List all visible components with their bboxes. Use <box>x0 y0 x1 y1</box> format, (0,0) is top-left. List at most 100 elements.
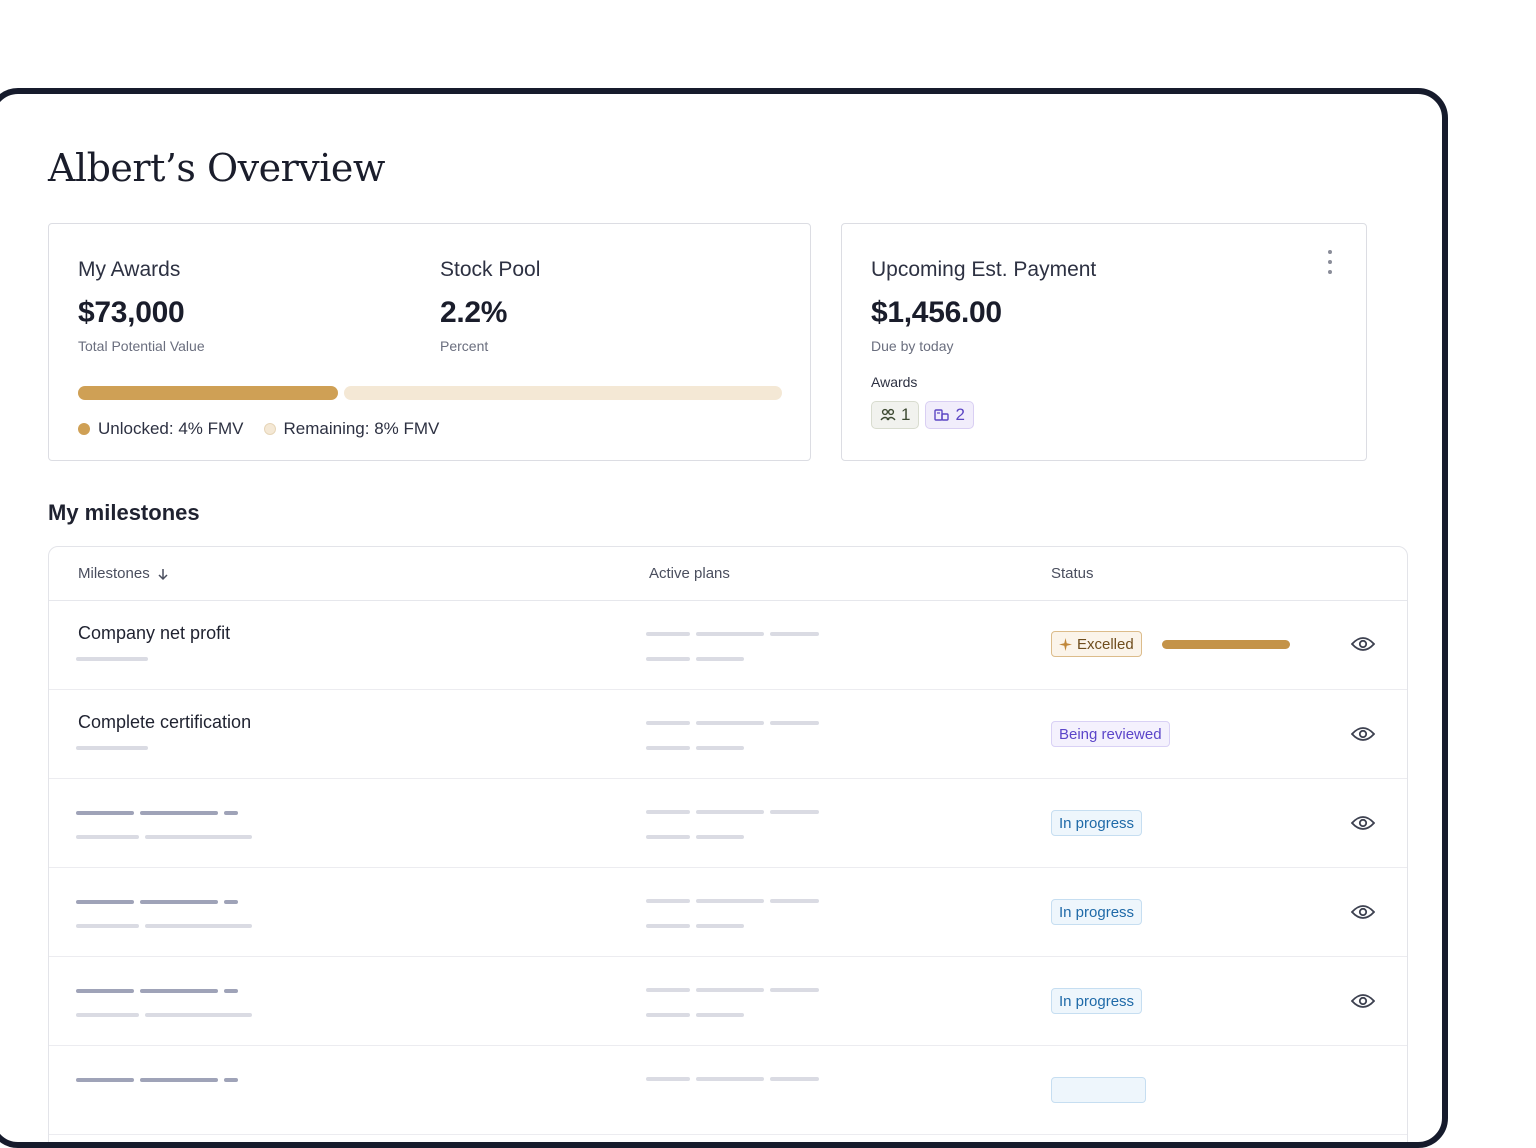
payment-awards-label: Awards <box>871 374 918 390</box>
awards-card: My Awards $73,000 Total Potential Value … <box>48 223 811 461</box>
stock-pool-sub: Percent <box>440 338 489 354</box>
sort-arrow-down-icon[interactable] <box>156 567 170 581</box>
placeholder-line <box>140 989 218 993</box>
milestone-title: Complete certification <box>78 712 252 732</box>
placeholder-line <box>224 989 238 993</box>
placeholder-line <box>76 989 134 993</box>
legend-unlocked-label: Unlocked: 4% FMV <box>98 419 244 438</box>
placeholder-line <box>145 1013 252 1017</box>
table-row[interactable]: In progress <box>49 867 1407 957</box>
award-chip-group[interactable]: 1 <box>871 401 920 429</box>
table-row[interactable]: In progress <box>49 778 1407 868</box>
placeholder-line <box>770 988 819 992</box>
placeholder-line <box>696 835 744 839</box>
payment-value: $1,456.00 <box>871 296 1002 329</box>
progress-unlocked-segment <box>78 386 338 400</box>
status-badge: In progress <box>1051 988 1143 1014</box>
placeholder-line <box>224 811 238 815</box>
status-badge: Being reviewed <box>1051 721 1170 747</box>
placeholder-line <box>696 746 744 750</box>
column-milestones-label: Milestones <box>78 565 150 582</box>
placeholder-line <box>646 810 690 814</box>
payment-label: Upcoming Est. Payment <box>871 258 1097 281</box>
placeholder-line <box>76 1013 139 1017</box>
page-title: Albert’s Overview <box>48 146 385 190</box>
placeholder-line <box>224 1078 238 1082</box>
award-chips: 1 2 <box>871 401 974 429</box>
column-header-active-plans: Active plans <box>649 565 730 582</box>
table-row[interactable]: Company net profit Excelled <box>49 600 1407 690</box>
payment-sub: Due by today <box>871 338 954 354</box>
milestone-progress-bar <box>1162 640 1290 649</box>
placeholder-line <box>76 811 134 815</box>
placeholder-line <box>646 632 690 636</box>
table-header: Milestones Active plans Status <box>49 547 1407 601</box>
milestones-title: My milestones <box>48 500 200 525</box>
placeholder-line <box>224 900 238 904</box>
table-row[interactable] <box>49 1045 1407 1135</box>
placeholder-line <box>140 1078 218 1082</box>
placeholder-line <box>770 632 819 636</box>
view-eye-icon[interactable] <box>1351 726 1375 742</box>
status-label: Being reviewed <box>1059 725 1162 743</box>
table-row[interactable]: Complete certification Being reviewed <box>49 689 1407 779</box>
placeholder-line <box>646 835 690 839</box>
placeholder-line <box>140 811 218 815</box>
award-chip-group-count: 1 <box>901 405 911 424</box>
status-badge: Excelled <box>1051 631 1142 657</box>
payment-stat: Upcoming Est. Payment $1,456.00 Due by t… <box>871 258 1096 354</box>
placeholder-line <box>646 1013 690 1017</box>
sparkle-icon <box>1059 637 1072 651</box>
progress-legend: Unlocked: 4% FMV Remaining: 8% FMV <box>78 419 439 439</box>
placeholder-line <box>646 1077 690 1081</box>
placeholder-line <box>76 1078 134 1082</box>
table-row[interactable]: In progress <box>49 956 1407 1046</box>
my-awards-label: My Awards <box>78 258 181 281</box>
fmv-progress-bar <box>78 386 782 400</box>
view-eye-icon[interactable] <box>1351 993 1375 1009</box>
legend-remaining-label: Remaining: 8% FMV <box>283 419 440 438</box>
status-badge <box>1051 1077 1146 1103</box>
legend-remaining: Remaining: 8% FMV <box>263 419 440 439</box>
status-badge: In progress <box>1051 899 1143 925</box>
status-label: In progress <box>1059 992 1135 1010</box>
placeholder-line <box>696 721 764 725</box>
more-options-icon[interactable] <box>1324 250 1336 274</box>
placeholder-line <box>646 899 690 903</box>
column-active-plans-label: Active plans <box>649 565 730 582</box>
overview-content: Albert’s Overview My Awards $73,000 Tota… <box>42 94 1442 1142</box>
view-eye-icon[interactable] <box>1351 904 1375 920</box>
legend-unlocked: Unlocked: 4% FMV <box>78 419 244 439</box>
placeholder-line <box>770 721 819 725</box>
placeholder-line <box>646 988 690 992</box>
column-header-milestones[interactable]: Milestones <box>78 565 170 582</box>
stock-pool-value: 2.2% <box>440 296 508 329</box>
placeholder-line <box>770 1077 819 1081</box>
placeholder-line <box>76 835 139 839</box>
award-chip-stock-count: 2 <box>955 405 965 424</box>
status-label: In progress <box>1059 903 1135 921</box>
stock-pool-label: Stock Pool <box>440 258 541 281</box>
placeholder-line <box>145 924 252 928</box>
column-header-status: Status <box>1051 565 1094 582</box>
payment-card: Upcoming Est. Payment $1,456.00 Due by t… <box>841 223 1367 461</box>
placeholder-line <box>770 899 819 903</box>
placeholder-line <box>696 1077 764 1081</box>
view-eye-icon[interactable] <box>1351 815 1375 831</box>
my-awards-value: $73,000 <box>78 296 185 329</box>
view-eye-icon[interactable] <box>1351 636 1375 652</box>
placeholder-line <box>140 900 218 904</box>
my-awards-stat: My Awards $73,000 Total Potential Value <box>78 258 205 354</box>
placeholder-line <box>770 810 819 814</box>
status-label: In progress <box>1059 814 1135 832</box>
milestones-table: Milestones Active plans Status Company n… <box>48 546 1408 1142</box>
app-window: Albert’s Overview My Awards $73,000 Tota… <box>0 88 1448 1148</box>
placeholder-line <box>696 810 764 814</box>
column-status-label: Status <box>1051 565 1094 582</box>
award-chip-stock[interactable]: 2 <box>925 401 974 429</box>
placeholder-line <box>696 924 744 928</box>
unlocked-dot-icon <box>78 423 90 435</box>
placeholder-line <box>696 657 744 661</box>
placeholder-line <box>76 746 148 750</box>
stock-icon <box>934 409 950 421</box>
